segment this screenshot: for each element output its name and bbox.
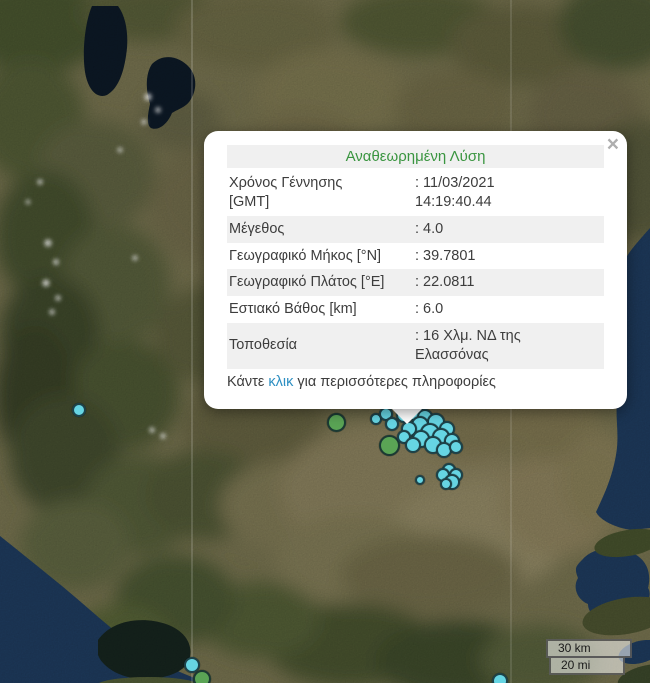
earthquake-marker[interactable] [326, 412, 346, 432]
earthquake-marker[interactable] [449, 440, 463, 454]
row-value: : 39.7801 [415, 247, 476, 264]
popup-row: Γεωγραφικό Μήκος [°N] : 39.7801 [227, 243, 604, 270]
row-label: Χρόνος Γέννησης [GMT] [229, 175, 343, 210]
popup-row: Τοποθεσία : 16 Χλμ. ΝΔ της Ελασσόνας [227, 323, 604, 369]
popup-table-body: Χρόνος Γέννησης [GMT] : 11/03/2021 14:19:… [227, 170, 604, 369]
row-label: Γεωγραφικό Πλάτος [°E] [229, 274, 385, 291]
earthquake-marker[interactable] [184, 657, 200, 673]
earthquake-marker[interactable] [415, 475, 425, 485]
scale-mi-label: 20 mi [549, 656, 625, 675]
popup-row: Γεωγραφικό Πλάτος [°E] : 22.0811 [227, 269, 604, 297]
popup-row: Μέγεθος : 4.0 [227, 215, 604, 243]
row-label: Τοποθεσία [229, 337, 298, 354]
footer-text-post: για περισσότερες πληροφορίες [293, 373, 496, 390]
row-label: Εστιακό Βάθος [km] [229, 301, 357, 318]
popup-table: Χρόνος Γέννησης [GMT] : 11/03/2021 14:19:… [227, 170, 604, 369]
popup-footer: Κάντε κλικ για περισσότερες πληροφορίες [227, 374, 604, 390]
popup-row: Χρόνος Γέννησης [GMT] : 11/03/2021 14:19:… [227, 170, 604, 216]
popup-title: Αναθεωρημένη Λύση [227, 145, 604, 168]
details-link[interactable]: κλικ [268, 373, 294, 390]
row-value: : 16 Χλμ. ΝΔ της Ελασσόνας [415, 328, 521, 363]
earthquake-marker[interactable] [378, 434, 400, 456]
popup-row: Εστιακό Βάθος [km] : 6.0 [227, 296, 604, 323]
earthquake-marker[interactable] [405, 437, 421, 453]
earthquake-marker[interactable] [492, 673, 508, 683]
earthquake-marker[interactable] [440, 478, 452, 490]
close-icon[interactable]: × [606, 133, 619, 156]
row-label: Μέγεθος [229, 220, 285, 237]
footer-text-pre: Κάντε [227, 373, 269, 390]
scale-km-label: 30 km [546, 639, 632, 658]
row-value: : 11/03/2021 14:19:40.44 [415, 175, 495, 210]
popup-tail [390, 407, 424, 424]
row-value: : 22.0811 [415, 274, 475, 291]
earthquake-popup: × Αναθεωρημένη Λύση Χρόνος Γέννησης [GMT… [204, 131, 627, 409]
row-value: : 6.0 [415, 301, 444, 318]
earthquake-marker[interactable] [72, 403, 86, 417]
row-label: Γεωγραφικό Μήκος [°N] [229, 247, 382, 264]
row-value: : 4.0 [415, 220, 444, 237]
earthquake-marker[interactable] [193, 670, 211, 683]
